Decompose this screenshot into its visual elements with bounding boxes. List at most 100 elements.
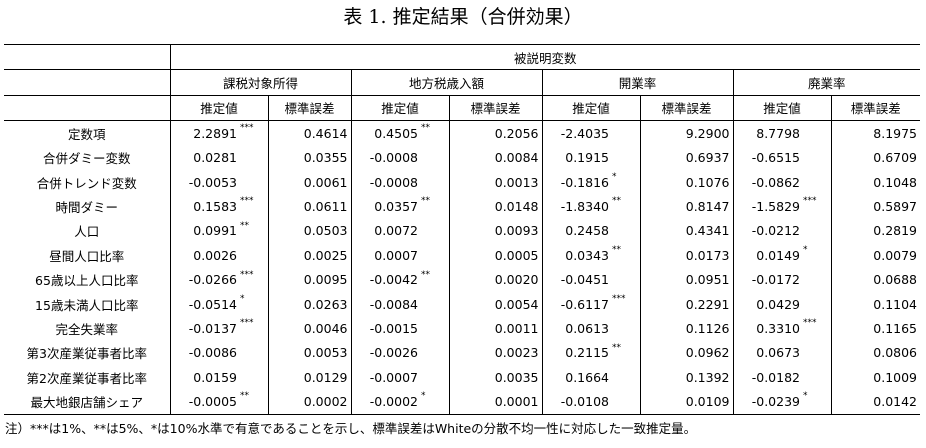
standard-error-cell: 0.0129	[267, 365, 351, 390]
table-row: 合併ダミー変数 0.0281 0.0355 -0.0008 0.0084 0.1915 0.…	[4, 145, 921, 170]
header-standard-error: 標準誤差	[267, 94, 351, 122]
table-row: 15歳未満人口比率 -0.0514 * 0.0263 -0.0084 0.0054 -0.6…	[4, 291, 921, 317]
estimate-cell: -0.1816	[541, 169, 612, 195]
estimate-cell: -0.0008	[350, 145, 421, 170]
estimate-cell: 0.0159	[169, 365, 240, 390]
significance-stars: **	[240, 389, 268, 415]
significance-stars: **	[421, 196, 430, 207]
row-label: 15歳未満人口比率	[35, 297, 139, 313]
significance-stars: *	[803, 245, 808, 256]
standard-error-cell: 0.1076	[639, 169, 733, 195]
significance-stars	[421, 292, 449, 316]
header-row-columns: 推定値 標準誤差 推定値 標準誤差 推定値 標準誤差 推定値 標準誤差	[4, 94, 921, 122]
standard-error-cell: 8.1975	[830, 120, 921, 146]
estimate-cell: -0.0015	[350, 316, 421, 341]
estimate-cell: 8.7798	[732, 120, 803, 146]
estimate-cell: 0.4505	[350, 120, 421, 146]
significance-stars: **	[612, 342, 621, 353]
header-group-opening-rate: 開業率	[541, 69, 733, 96]
table-row: 第3次産業従事者比率 -0.0086 0.0053 -0.0026 0.0023 0.21…	[4, 340, 921, 366]
estimate-cell: 0.1664	[541, 365, 612, 390]
estimate-cell: -1.8340	[541, 194, 612, 219]
standard-error-cell: 0.0109	[639, 389, 733, 415]
standard-error-cell: 0.6709	[830, 145, 921, 170]
significance-stars: **	[612, 245, 621, 256]
estimate-cell: 0.1915	[541, 145, 612, 170]
standard-error-cell: 0.0002	[267, 389, 351, 415]
standard-error-cell: 0.0005	[448, 243, 542, 268]
estimate-cell: -0.0008	[350, 169, 421, 195]
estimate-cell: 0.0072	[350, 218, 421, 244]
significance-stars: **	[240, 220, 249, 231]
significance-stars	[612, 316, 640, 340]
significance-stars	[421, 146, 449, 170]
significance-stars	[803, 120, 831, 146]
standard-error-cell: 0.6937	[639, 145, 733, 170]
estimate-cell: -1.5829	[732, 194, 803, 219]
header-row-groups: 課税対象所得 地方税歳入額 開業率 廃業率	[4, 69, 921, 96]
significance-stars	[240, 365, 268, 389]
row-label: 時間ダミー	[55, 200, 118, 216]
significance-stars: ***	[240, 269, 254, 280]
significance-stars: ***	[240, 196, 254, 207]
estimate-cell: -0.0108	[541, 389, 612, 415]
estimate-cell: -0.0266	[169, 267, 240, 292]
significance-stars: *	[421, 389, 449, 415]
header-group-taxable-income: 課税対象所得	[169, 69, 351, 96]
estimate-cell: -0.0239	[732, 389, 803, 415]
estimate-cell: -0.0862	[732, 169, 803, 195]
standard-error-cell: 0.0095	[267, 267, 351, 292]
standard-error-cell: 0.0011	[448, 316, 542, 341]
estimate-cell: 0.0673	[732, 340, 803, 366]
standard-error-cell: 0.2291	[639, 291, 733, 317]
estimate-cell: 0.2458	[541, 218, 612, 244]
significance-stars	[240, 170, 268, 194]
estimate-cell: -0.6117	[541, 291, 612, 317]
table-header: 被説明変数 課税対象所得 地方税歳入額 開業率 廃業率 推定値 標準誤差 推定値 標準…	[4, 43, 921, 122]
significance-stars	[803, 268, 831, 292]
significance-stars	[240, 243, 268, 267]
estimate-cell: -0.0514	[169, 291, 240, 317]
significance-stars: ***	[803, 196, 817, 207]
standard-error-cell: 0.0013	[448, 169, 542, 195]
table-row: 合併トレンド変数 -0.0053 0.0061 -0.0008 0.0013 -0.181…	[4, 169, 921, 195]
header-estimate: 推定値	[732, 94, 831, 122]
header-group-closure-rate: 廃業率	[732, 69, 921, 96]
results-table: 被説明変数 課税対象所得 地方税歳入額 開業率 廃業率 推定値 標準誤差 推定値 標準…	[4, 43, 921, 415]
header-standard-error: 標準誤差	[830, 94, 921, 122]
estimate-cell: -0.0182	[732, 365, 803, 390]
row-label: 合併ダミー変数	[42, 151, 131, 167]
standard-error-cell: 0.2056	[448, 120, 542, 146]
estimate-cell: -0.0007	[350, 365, 421, 390]
estimate-cell: -0.6515	[732, 145, 803, 170]
standard-error-cell: 0.0951	[639, 267, 733, 292]
estimate-cell: 0.0281	[169, 145, 240, 170]
significance-stars	[421, 243, 449, 267]
standard-error-cell: 0.1392	[639, 365, 733, 390]
estimate-cell: -0.0005	[169, 389, 240, 415]
standard-error-cell: 0.0053	[267, 340, 351, 366]
significance-stars: **	[421, 120, 449, 146]
estimate-cell: -2.4035	[541, 120, 612, 146]
estimate-cell: 0.0007	[350, 243, 421, 268]
table-row: 65歳以上人口比率 -0.0266 *** 0.0095 -0.0042 ** 0.0020…	[4, 267, 921, 292]
standard-error-cell: 0.0611	[267, 194, 351, 219]
significance-stars	[421, 170, 449, 194]
significance-stars: **	[421, 269, 430, 280]
header-estimate: 推定値	[350, 94, 449, 122]
header-corner	[4, 43, 170, 70]
estimate-cell: -0.0172	[732, 267, 803, 292]
estimate-cell: -0.0002	[350, 389, 421, 415]
estimate-cell: 0.0343	[541, 243, 612, 268]
standard-error-cell: 0.0046	[267, 316, 351, 341]
standard-error-cell: 0.0093	[448, 218, 542, 244]
estimate-cell: -0.0137	[169, 316, 240, 341]
significance-stars	[421, 316, 449, 340]
table-row: 完全失業率 -0.0137 *** 0.0046 -0.0015 0.0011 0.0613…	[4, 316, 921, 341]
significance-stars: *	[803, 389, 831, 415]
significance-stars	[803, 219, 831, 243]
standard-error-cell: 0.8147	[639, 194, 733, 219]
estimate-cell: 0.0149	[732, 243, 803, 268]
standard-error-cell: 0.0962	[639, 340, 733, 366]
standard-error-cell: 0.0001	[448, 389, 542, 415]
